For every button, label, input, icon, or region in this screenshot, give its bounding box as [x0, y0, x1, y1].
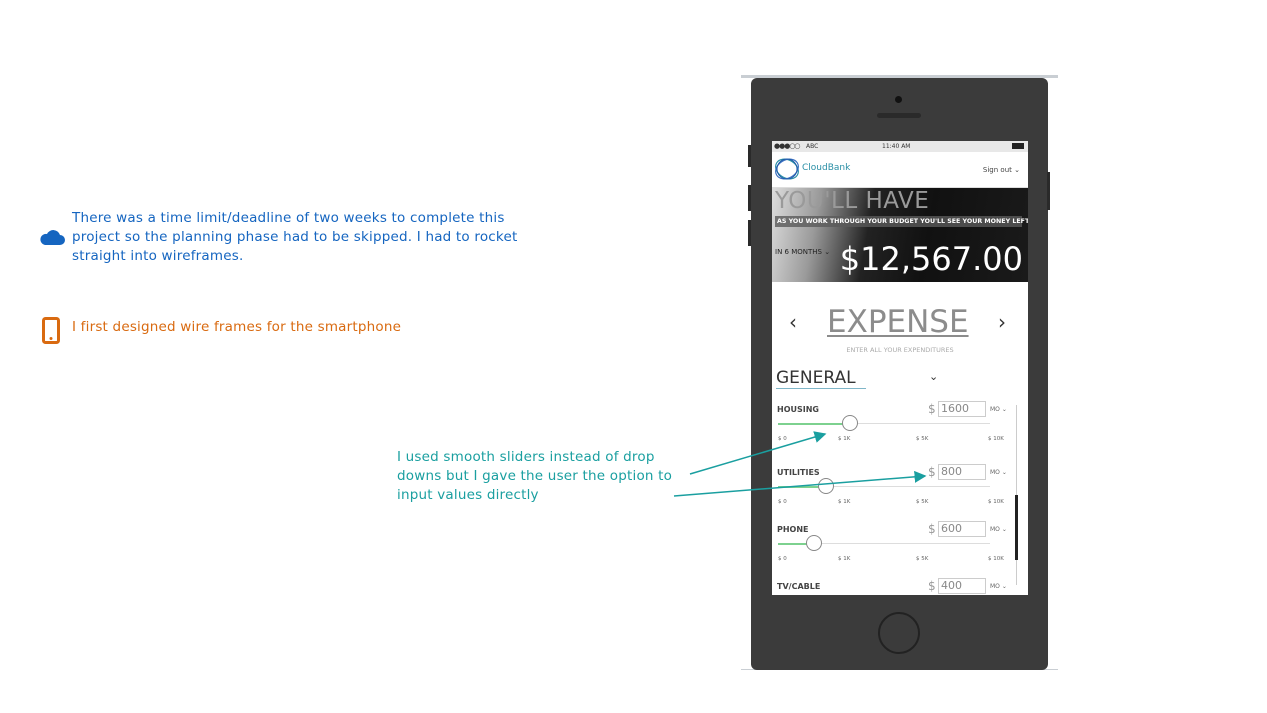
slider-tick-label: $ 10K	[988, 499, 1004, 505]
slider-tick-label: $ 1K	[838, 436, 851, 442]
expense-label: UTILITIES	[777, 468, 820, 477]
slider-tick-label: $ 10K	[988, 436, 1004, 442]
frequency-label: MO	[990, 406, 1000, 413]
chevron-down-icon[interactable]: ⌄	[929, 370, 939, 383]
slider-handle[interactable]	[818, 478, 834, 494]
frequency-dropdown[interactable]: MO ⌄	[990, 526, 1007, 533]
expense-slider[interactable]	[778, 415, 990, 431]
arrow-to-input	[673, 470, 927, 497]
frequency-dropdown[interactable]: MO ⌄	[990, 406, 1007, 413]
signal-icon: ●●●○○	[774, 142, 801, 150]
sign-out-label: Sign out	[982, 166, 1012, 174]
note-smartphone: I first designed wire frames for the sma…	[72, 319, 402, 335]
hero-subtitle: AS YOU WORK THROUGH YOUR BUDGET YOU'LL S…	[775, 216, 1028, 227]
chevron-left-icon[interactable]: ‹	[789, 310, 797, 334]
scrollbar[interactable]	[1015, 405, 1018, 585]
camera	[895, 96, 902, 103]
slider-tick-label: $ 0	[778, 499, 787, 505]
frequency-label: MO	[990, 583, 1000, 590]
phone-screen: ●●●○○ ABC 11:40 AM CloudBank Sign out ⌄ …	[772, 141, 1028, 595]
speaker	[877, 113, 921, 118]
expense-row: HOUSING $ 1600 MO ⌄ $ 0 $ 1K $ 5K $ 10K	[772, 401, 1028, 465]
brand-name: CloudBank	[802, 163, 851, 173]
currency-symbol: $	[928, 522, 936, 536]
cloud-icon	[40, 230, 65, 245]
scrollbar-thumb[interactable]	[1015, 495, 1018, 560]
currency-symbol: $	[928, 402, 936, 416]
expense-amount-input[interactable]: 800	[938, 464, 986, 480]
expense-row: TV/CABLE $ 400 MO ⌄	[772, 578, 1028, 595]
section-switcher: ‹ EXPENSE › ENTER ALL YOUR EXPENDITURES	[772, 282, 1028, 370]
phone-side-button	[748, 145, 751, 167]
app-header: CloudBank Sign out ⌄	[772, 152, 1028, 188]
expense-amount-input[interactable]: 600	[938, 521, 986, 537]
phone-side-button	[748, 220, 751, 246]
expense-row: UTILITIES $ 800 MO ⌄ $ 0 $ 1K $ 5K $ 10K	[772, 464, 1028, 528]
chevron-down-icon: ⌄	[824, 248, 831, 256]
expense-label: HOUSING	[777, 405, 819, 414]
slider-tick-label: $ 5K	[916, 499, 929, 505]
sign-out-button[interactable]: Sign out ⌄	[983, 166, 1020, 174]
expense-amount-input[interactable]: 1600	[938, 401, 986, 417]
period-label: IN 6 MONTHS	[775, 248, 822, 256]
status-bar: ●●●○○ ABC 11:40 AM	[772, 141, 1028, 152]
carrier: ABC	[806, 143, 819, 150]
slider-handle[interactable]	[806, 535, 822, 551]
smartphone-icon	[42, 317, 60, 344]
note-deadline: There was a time limit/deadline of two w…	[72, 210, 518, 264]
phone-side-button	[1047, 172, 1050, 210]
slider-fill	[778, 422, 850, 425]
balance-hero: YOU'LL HAVE AS YOU WORK THROUGH YOUR BUD…	[772, 188, 1028, 282]
frequency-label: MO	[990, 526, 1000, 533]
hero-title: YOU'LL HAVE	[775, 188, 930, 214]
frequency-label: MO	[990, 469, 1000, 476]
section-subtitle: ENTER ALL YOUR EXPENDITURES	[846, 346, 954, 354]
period-dropdown[interactable]: IN 6 MONTHS ⌄	[775, 248, 830, 256]
section-title: EXPENSE	[827, 304, 969, 340]
expense-slider[interactable]	[778, 535, 990, 551]
expense-label: TV/CABLE	[777, 582, 821, 591]
expense-row: PHONE $ 600 MO ⌄ $ 0 $ 1K $ 5K $ 10K	[772, 521, 1028, 585]
chevron-down-icon: ⌄	[1014, 166, 1020, 174]
arrow-to-slider	[689, 431, 827, 475]
chevron-right-icon[interactable]: ›	[998, 310, 1006, 334]
note-sliders: I used smooth sliders instead of drop do…	[397, 449, 673, 503]
slider-fill	[778, 542, 814, 545]
expense-label: PHONE	[777, 525, 809, 534]
status-time: 11:40 AM	[882, 143, 911, 150]
slider-handle[interactable]	[841, 415, 858, 431]
frequency-dropdown[interactable]: MO ⌄	[990, 469, 1007, 476]
slider-tick-label: $ 1K	[838, 499, 851, 505]
category-dropdown[interactable]: GENERAL	[776, 368, 866, 389]
home-button[interactable]	[878, 612, 920, 654]
slider-tick-label: $ 1K	[838, 556, 851, 562]
battery-icon	[1012, 143, 1024, 149]
currency-symbol: $	[928, 579, 936, 593]
slider-tick-label: $ 5K	[916, 436, 929, 442]
expense-amount-input[interactable]: 400	[938, 578, 986, 594]
balance-amount: $12,567.00	[839, 240, 1023, 278]
cloudbank-logo	[775, 158, 799, 180]
slider-tick-label: $ 5K	[916, 556, 929, 562]
currency-symbol: $	[928, 465, 936, 479]
slider-tick-label: $ 0	[778, 556, 787, 562]
slider-tick-label: $ 0	[778, 436, 787, 442]
phone-side-button	[748, 185, 751, 211]
slider-tick-label: $ 10K	[988, 556, 1004, 562]
frequency-dropdown[interactable]: MO ⌄	[990, 583, 1007, 590]
divider	[741, 75, 1058, 78]
